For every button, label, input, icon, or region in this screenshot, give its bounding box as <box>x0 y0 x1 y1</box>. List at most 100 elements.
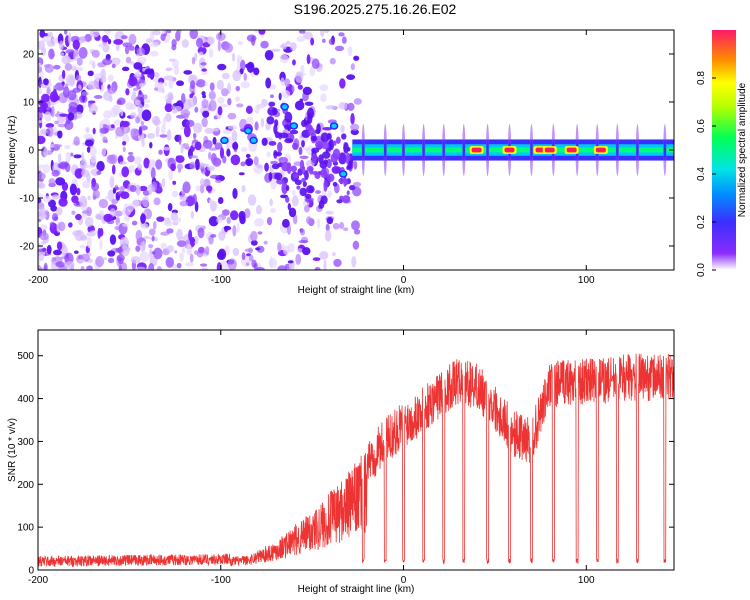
spectrogram-noise-blob <box>207 165 215 172</box>
spectrogram-noise-blob <box>195 79 206 88</box>
spectrogram-noise-blob <box>268 140 277 146</box>
spectrogram-noise-blob <box>340 124 345 134</box>
spectrogram-noise-blob <box>132 87 139 92</box>
spectrogram-noise-blob <box>253 67 260 76</box>
spectrogram-noise-blob <box>227 124 238 130</box>
spectrogram-noise-blob <box>101 35 109 43</box>
spectrogram-noise-blob <box>135 245 141 252</box>
spectrogram-noise-blob <box>158 149 163 155</box>
spectrogram-noise-blob <box>159 134 168 138</box>
spectrogram-noise-blob <box>315 190 322 194</box>
spectrogram-transition-blob <box>335 136 341 145</box>
spectrogram-noise-blob <box>178 134 182 145</box>
spectrogram-noise-blob <box>41 93 50 103</box>
spectrogram-noise-blob <box>38 264 42 270</box>
spectrogram-noise-blob <box>201 68 208 72</box>
spectrogram-noise-blob <box>74 250 79 254</box>
spectrogram-noise-blob <box>204 82 209 86</box>
spectrogram-noise-blob <box>172 109 178 114</box>
spectrogram-hot-spot <box>280 103 289 111</box>
spectrogram-noise-blob <box>261 137 268 146</box>
spectrogram-noise-blob <box>306 54 311 65</box>
spectrogram-noise-blob <box>103 30 112 35</box>
spectrogram-amplitude-peak <box>595 147 606 153</box>
spectrogram-noise-blob <box>182 143 189 149</box>
spectrogram-noise-blob <box>91 182 100 191</box>
spectrogram-noise-blob <box>250 239 258 246</box>
spectrogram-noise-blob <box>306 216 312 225</box>
spectrogram-noise-blob <box>185 119 195 128</box>
spectrogram-transition-blob <box>290 165 297 173</box>
spectrogram-noise-blob <box>182 181 191 194</box>
spectrogram-transition-blob <box>323 179 328 192</box>
spectrogram-noise-blob <box>232 188 238 200</box>
spectrogram-noise-blob <box>53 216 59 221</box>
spectrogram-noise-blob <box>331 166 341 174</box>
spectrogram-transition-blob <box>321 151 331 159</box>
spectrogram-noise-blob <box>124 215 130 222</box>
spectrogram-noise-blob <box>293 161 302 166</box>
spectrogram-transition-blob <box>284 138 294 144</box>
spectrogram-noise-blob <box>287 260 294 264</box>
spectrogram-noise-blob <box>143 99 151 103</box>
spectrogram-noise-blob <box>168 76 174 89</box>
spectrogram-noise-blob <box>199 263 208 267</box>
spectrogram-transition-blob <box>307 112 313 125</box>
spectrogram-noise-blob <box>165 256 174 268</box>
spectrogram-noise-blob <box>314 266 321 270</box>
spectrogram-noise-blob <box>107 87 117 94</box>
spectrogram-noise-blob <box>61 55 71 65</box>
spectrogram-noise-blob <box>304 205 310 213</box>
snr-y-label: SNR (10 * v/v) <box>7 418 18 482</box>
spectrogram-noise-blob <box>99 127 109 134</box>
spectrogram-noise-blob <box>232 70 242 82</box>
snr-y-tick-label: 100 <box>17 523 34 534</box>
spectrogram-noise-blob <box>135 71 142 77</box>
spectrogram-noise-blob <box>138 185 148 192</box>
spectrogram-noise-blob <box>141 138 145 147</box>
spectrogram-transition-blob <box>311 153 317 164</box>
colorbar-tick-label: 0.8 <box>696 71 707 85</box>
spectrogram-noise-blob <box>173 65 180 75</box>
spectrogram-transition-blob <box>281 182 288 195</box>
spectrogram-transition-blob <box>318 154 324 164</box>
spectrogram-noise-blob <box>166 129 172 141</box>
spectrogram-noise-blob <box>142 236 151 240</box>
spectrogram-noise-blob <box>38 87 43 95</box>
spectrogram-noise-blob <box>102 58 112 66</box>
spectrogram-noise-blob <box>325 223 330 232</box>
spectrogram-noise-blob <box>325 210 334 215</box>
spectrogram-noise-blob <box>121 166 130 178</box>
spectrogram-noise-blob <box>140 223 149 229</box>
spectrogram-noise-blob <box>109 176 115 188</box>
spectrogram-transition-blob <box>274 119 279 127</box>
spectrogram-noise-blob <box>255 104 265 109</box>
spectrogram-noise-blob <box>45 123 55 128</box>
spectrogram-noise-blob <box>100 68 106 79</box>
spectrogram-noise-blob <box>38 172 46 180</box>
spectrogram-noise-blob <box>171 44 177 51</box>
spectrogram-noise-blob <box>322 126 332 131</box>
spectrogram-noise-blob <box>128 33 137 45</box>
spectrogram-noise-blob <box>208 199 214 203</box>
spectrogram-noise-blob <box>203 178 211 188</box>
spectrogram-noise-blob <box>153 197 161 206</box>
spectrogram-noise-blob <box>84 164 94 169</box>
spectrogram-noise-blob <box>285 40 291 46</box>
spectrogram-noise-blob <box>323 30 330 33</box>
spectrogram-transition-blob <box>274 172 283 181</box>
snr-y-tick-label: 200 <box>17 480 34 491</box>
spectrogram-noise-blob <box>107 250 116 257</box>
spectrogram-noise-blob <box>332 222 340 230</box>
spectrogram-transition-blob <box>310 135 317 142</box>
spectrogram-noise-blob <box>208 90 216 100</box>
spectrogram-noise-blob <box>157 81 165 93</box>
spectrogram-noise-blob <box>350 113 355 125</box>
spectrogram-noise-blob <box>208 48 214 58</box>
spectrogram-noise-blob <box>84 139 94 147</box>
spectrogram-noise-blob <box>86 265 93 270</box>
spectrogram-noise-blob <box>130 94 137 102</box>
spectrogram-streak-core <box>486 140 489 160</box>
spectrogram-noise-blob <box>78 47 88 59</box>
spectrogram-noise-blob <box>277 242 282 253</box>
